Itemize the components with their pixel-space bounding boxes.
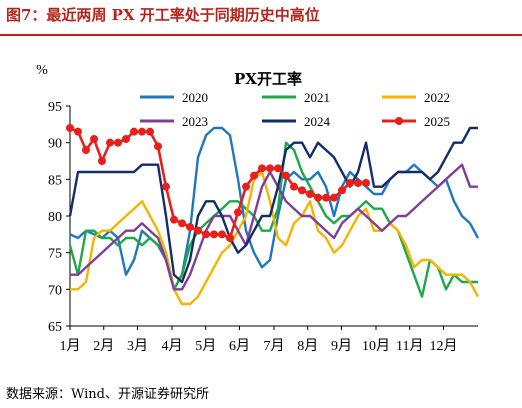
data-point-2025 <box>306 190 314 198</box>
x-tick-label: 10月 <box>362 338 390 354</box>
series-2025 <box>66 124 370 242</box>
source-note: 数据来源：Wind、开源证券研究所 <box>6 387 209 402</box>
chart-title: PX开工率 <box>234 70 302 88</box>
data-point-2025 <box>274 164 282 173</box>
legend-entry-2025: 2025 <box>382 114 450 129</box>
data-point-2025 <box>146 127 154 136</box>
data-point-2025 <box>130 127 138 136</box>
series-2020 <box>69 126 480 291</box>
series-line-2023 <box>70 163 478 291</box>
data-point-2025 <box>194 226 202 235</box>
legend-entry-2020: 2020 <box>140 90 208 105</box>
data-point-2025 <box>290 182 298 191</box>
series-layer <box>66 124 480 306</box>
series-line-2022 <box>70 170 480 306</box>
x-tick-label: 2月 <box>93 338 114 354</box>
series-2022 <box>70 170 480 306</box>
data-point-2025 <box>354 179 362 187</box>
legend-label: 2020 <box>182 90 208 105</box>
px-utilization-chart: 65 70 75 80 85 90 95% 1月 2月 3月 4月 5月 6月 7月 8月 9月 10月 11月 1… <box>36 63 480 354</box>
title-rule <box>0 34 522 36</box>
data-point-2025 <box>66 124 74 132</box>
y-tick-label: 75 <box>48 247 62 262</box>
data-point-2025 <box>250 171 258 180</box>
y-tick-label: 90 <box>48 137 62 152</box>
data-point-2025 <box>186 223 194 231</box>
y-tick-label: 95 <box>48 100 62 115</box>
data-point-2025 <box>218 230 226 239</box>
x-tick-label: 3月 <box>127 338 148 354</box>
data-point-2025 <box>138 127 146 136</box>
data-point-2025 <box>226 234 234 242</box>
data-point-2025 <box>74 127 82 136</box>
data-point-2025 <box>114 138 122 147</box>
series-line-2024 <box>68 126 478 284</box>
axes-layer: 65 70 75 80 85 90 95% 1月 2月 3月 4月 5月 6月 7月 8月 9月 10月 11月 1… <box>36 63 478 354</box>
data-point-2025 <box>82 146 90 154</box>
data-point-2025 <box>242 182 250 191</box>
x-tick-label: 8月 <box>297 338 318 354</box>
data-point-2025 <box>106 138 114 147</box>
data-point-2025 <box>162 182 170 191</box>
legend-label: 2024 <box>304 114 331 129</box>
x-tick-label: 5月 <box>195 338 216 354</box>
legend-label: 2021 <box>304 90 330 105</box>
series-2024 <box>68 126 478 284</box>
figure-title: 图7：最近两周 PX 开工率处于同期历史中高位 <box>6 6 320 24</box>
y-tick-label: 85 <box>48 173 62 188</box>
data-point-2025 <box>298 186 306 195</box>
x-tick-label: 9月 <box>331 338 352 354</box>
series-2023 <box>70 163 478 291</box>
legend-layer: 2020 2021 2022 2023 2024 2025 <box>140 90 450 129</box>
data-point-2025 <box>322 193 330 202</box>
legend-label: 2023 <box>182 114 208 129</box>
data-point-2025 <box>170 215 178 224</box>
data-point-2025 <box>98 157 106 165</box>
y-tick-label: 80 <box>48 210 62 225</box>
y-axis-unit: % <box>36 63 48 78</box>
data-point-2025 <box>346 179 354 187</box>
data-point-2025 <box>202 230 210 239</box>
data-point-2025 <box>122 135 130 143</box>
data-point-2025 <box>362 179 370 187</box>
legend-marker <box>395 117 403 125</box>
x-tick-label: 12月 <box>429 338 457 354</box>
data-point-2025 <box>314 193 322 202</box>
x-tick-label: 6月 <box>229 338 250 354</box>
data-point-2025 <box>210 230 218 239</box>
data-point-2025 <box>154 142 162 151</box>
legend-entry-2022: 2022 <box>382 90 450 105</box>
data-point-2025 <box>330 193 338 202</box>
data-point-2025 <box>258 164 266 173</box>
legend-entry-2021: 2021 <box>262 90 330 105</box>
data-point-2025 <box>90 135 98 143</box>
legend-entry-2023: 2023 <box>140 114 208 129</box>
legend-label: 2025 <box>424 114 450 129</box>
series-line-2020 <box>69 126 480 291</box>
y-tick-label: 70 <box>48 283 62 298</box>
x-tick-label: 11月 <box>396 338 423 354</box>
data-point-2025 <box>234 208 242 217</box>
x-tick-label: 7月 <box>264 338 285 354</box>
legend-entry-2024: 2024 <box>262 114 331 129</box>
data-point-2025 <box>338 186 346 195</box>
legend-label: 2022 <box>424 90 450 105</box>
data-point-2025 <box>282 171 290 180</box>
data-point-2025 <box>178 219 186 228</box>
y-tick-label: 65 <box>48 320 62 335</box>
x-tick-label: 4月 <box>162 338 183 354</box>
x-tick-label: 1月 <box>60 338 81 354</box>
data-point-2025 <box>266 164 274 173</box>
